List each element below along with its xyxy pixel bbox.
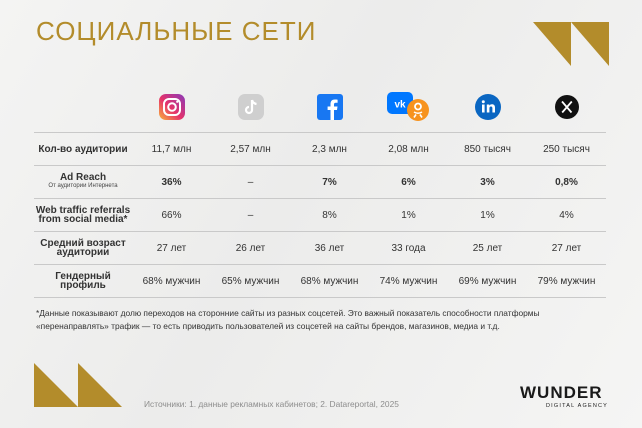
cell-facebook: 2,3 млн — [290, 132, 369, 166]
cell-tiktok: – — [211, 165, 290, 199]
cell-tiktok: 26 лет — [211, 231, 290, 265]
cell-facebook: 8% — [290, 198, 369, 232]
facebook-icon — [316, 93, 343, 120]
row-label: Кол-во аудитории — [34, 132, 132, 166]
table-row-ad-reach: Ad Reach От аудитории Интернета 36% – 7%… — [34, 165, 606, 199]
cell-vk-ok: 2,08 млн — [369, 132, 448, 166]
row-label: Гендерный профиль — [34, 264, 132, 298]
row-label: Средний возраст аудитории — [34, 231, 132, 265]
cell-vk-ok: 1% — [369, 198, 448, 232]
cell-instagram: 27 лет — [132, 231, 211, 265]
cell-facebook: 68% мужчин — [290, 264, 369, 298]
cell-linkedin: 1% — [448, 198, 527, 232]
cell-tiktok: – — [211, 198, 290, 232]
cell-linkedin: 850 тысяч — [448, 132, 527, 166]
cell-instagram: 66% — [132, 198, 211, 232]
row-sublabel: От аудитории Интернета — [48, 183, 118, 189]
cell-instagram: 11,7 млн — [132, 132, 211, 166]
cell-linkedin: 69% мужчин — [448, 264, 527, 298]
cell-linkedin: 25 лет — [448, 231, 527, 265]
vk-ok-icon: vk — [386, 91, 429, 121]
tiktok-icon — [237, 93, 264, 120]
icon-row: vk — [34, 86, 606, 133]
cell-vk-ok: 33 года — [369, 231, 448, 265]
cell-x: 4% — [527, 198, 606, 232]
cell-vk-ok: 6% — [369, 165, 448, 199]
table-row-web-traffic: Web traffic referrals from social media*… — [34, 198, 606, 232]
table-row-age: Средний возраст аудитории 27 лет 26 лет … — [34, 231, 606, 265]
cell-x: 250 тысяч — [527, 132, 606, 166]
logo-tagline: DIGITAL AGENCY — [546, 403, 609, 409]
table-row-audience: Кол-во аудитории 11,7 млн 2,57 млн 2,3 м… — [34, 132, 606, 166]
cell-x: 27 лет — [527, 231, 606, 265]
cell-facebook: 36 лет — [290, 231, 369, 265]
decorative-triangles-bottom — [34, 363, 122, 407]
instagram-icon — [158, 93, 185, 120]
cell-x: 79% мужчин — [527, 264, 606, 298]
cell-facebook: 7% — [290, 165, 369, 199]
agency-logo: WUNDER DIGITAL AGENCY — [520, 383, 610, 409]
page-title: СОЦИАЛЬНЫЕ СЕТИ — [36, 16, 317, 46]
cell-tiktok: 2,57 млн — [211, 132, 290, 166]
x-icon — [554, 94, 579, 119]
svg-text:vk: vk — [394, 99, 406, 110]
row-label: Web traffic referrals from social media* — [34, 198, 132, 232]
cell-instagram: 68% мужчин — [132, 264, 211, 298]
footnote: *Данные показывают долю переходов на сто… — [36, 308, 540, 331]
cell-instagram: 36% — [132, 165, 211, 199]
table-row-gender: Гендерный профиль 68% мужчин 65% мужчин … — [34, 264, 606, 298]
comparison-table: vk К — [34, 86, 606, 298]
decorative-triangles-top — [533, 22, 609, 66]
linkedin-icon — [474, 93, 501, 120]
logo-brand: WUNDER — [520, 383, 603, 402]
row-label: Ad Reach От аудитории Интернета — [34, 165, 132, 199]
cell-linkedin: 3% — [448, 165, 527, 199]
cell-x: 0,8% — [527, 165, 606, 199]
sources-note: Источники: 1. данные рекламных кабинетов… — [144, 399, 399, 409]
cell-tiktok: 65% мужчин — [211, 264, 290, 298]
cell-vk-ok: 74% мужчин — [369, 264, 448, 298]
